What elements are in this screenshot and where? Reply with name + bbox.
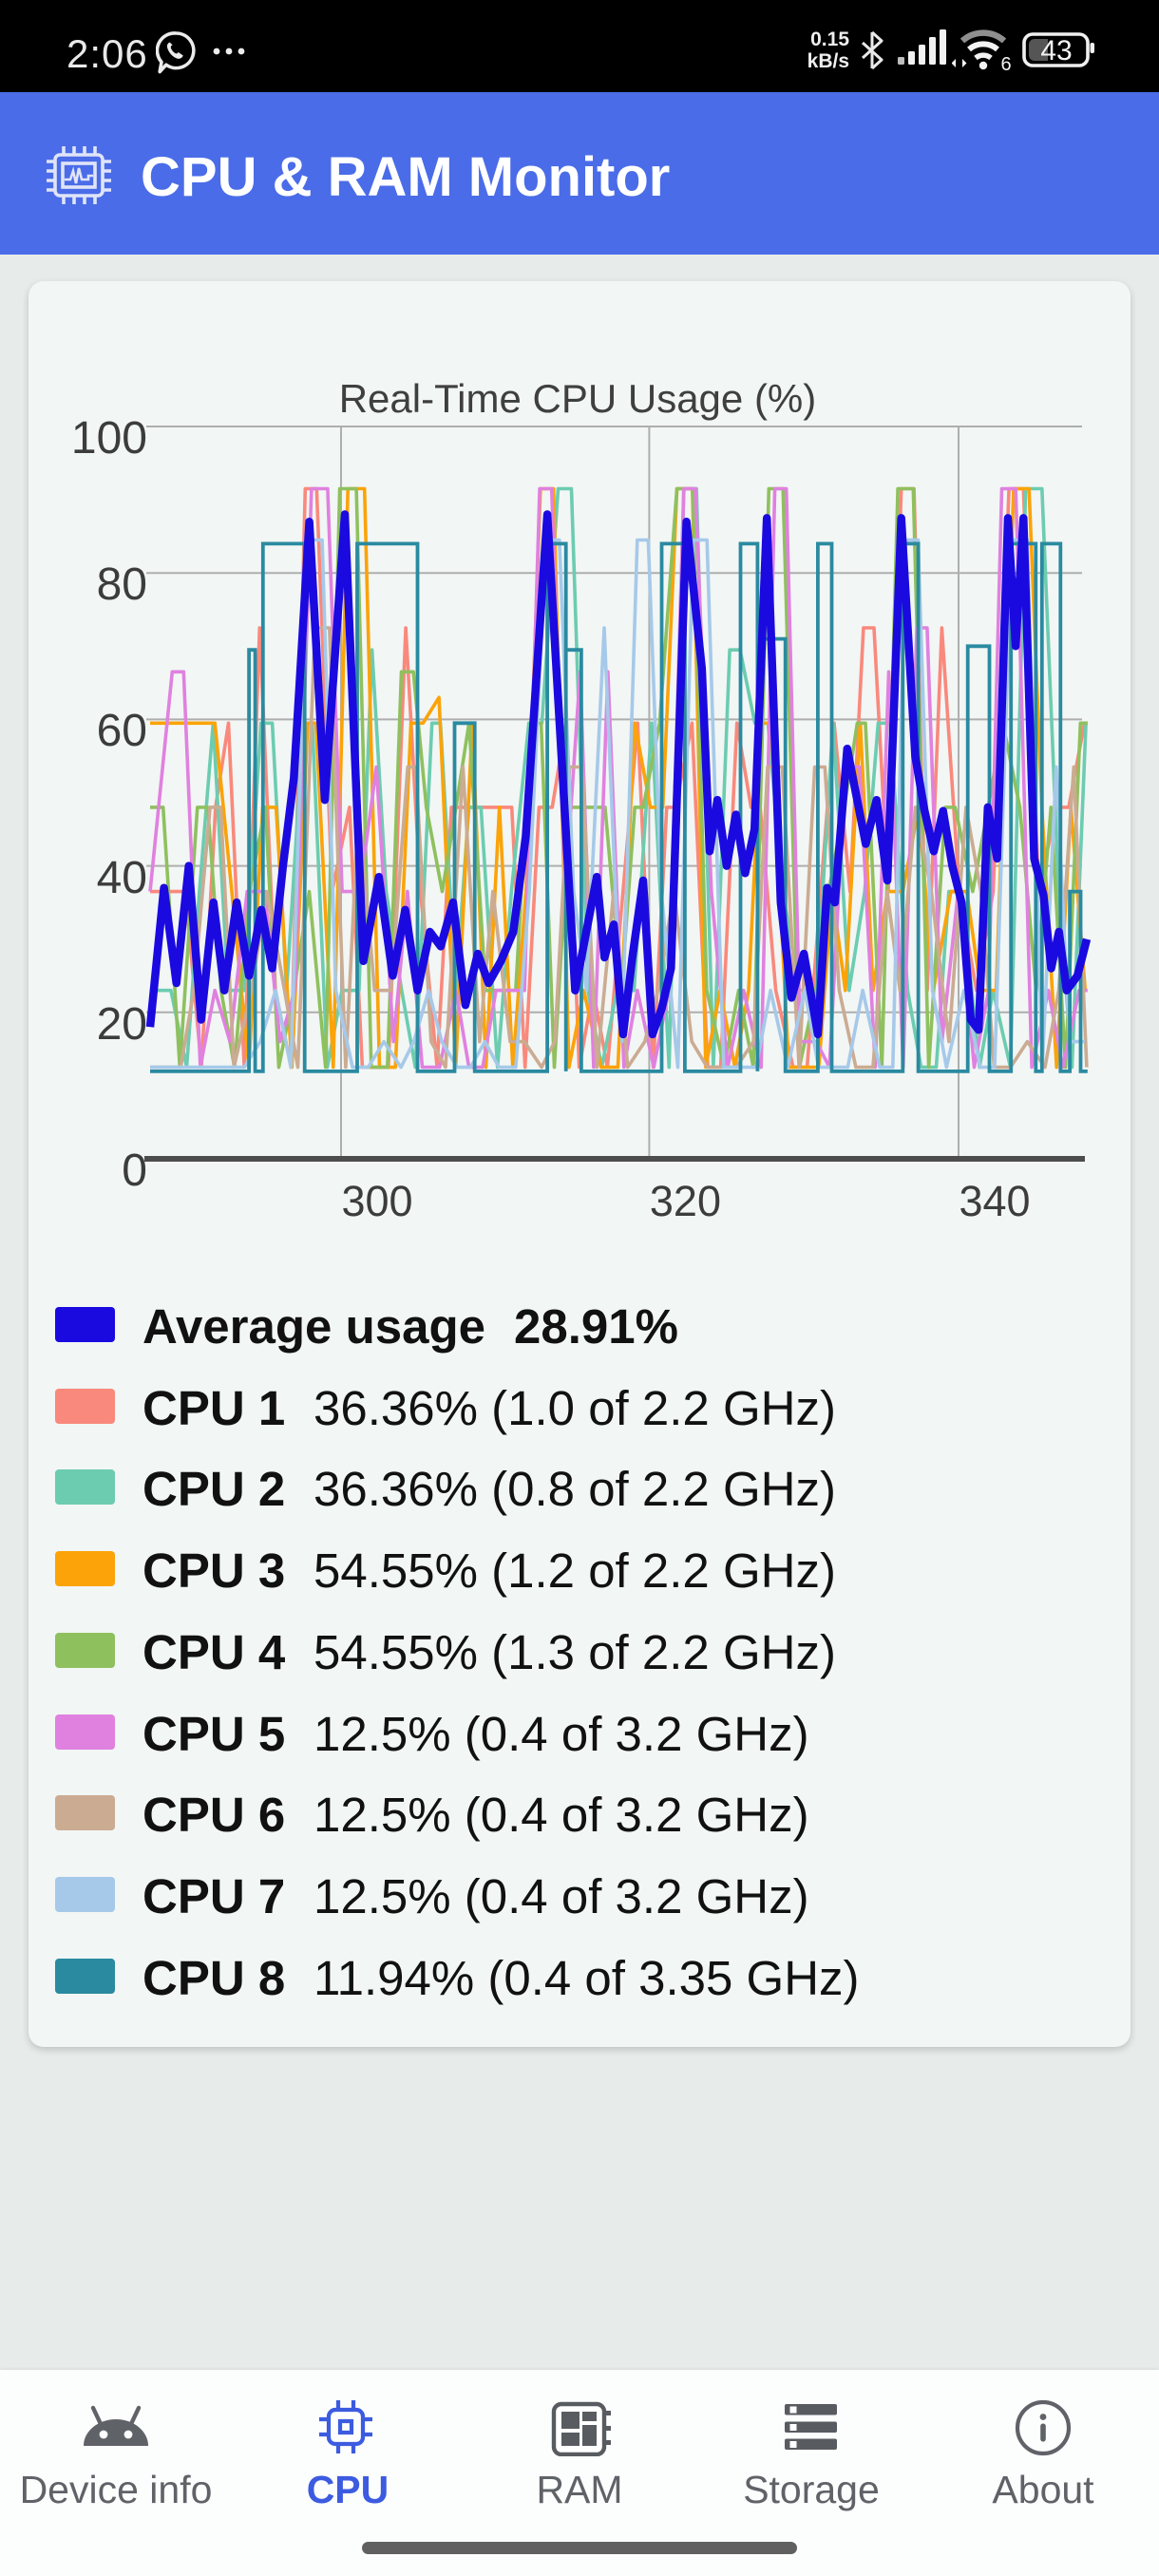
svg-text:20: 20 (97, 999, 147, 1050)
svg-text:300: 300 (342, 1177, 413, 1225)
svg-text:Real-Time CPU Usage (%): Real-Time CPU Usage (%) (339, 376, 817, 421)
svg-text:320: 320 (650, 1177, 721, 1225)
svg-text:0: 0 (122, 1146, 147, 1196)
svg-text:43: 43 (1040, 35, 1072, 66)
svg-text:80: 80 (97, 559, 147, 610)
svg-text:340: 340 (960, 1177, 1031, 1225)
svg-text:60: 60 (97, 706, 147, 756)
svg-text:40: 40 (97, 853, 147, 903)
svg-text:100: 100 (71, 413, 147, 464)
svg-text:6: 6 (1000, 54, 1011, 74)
